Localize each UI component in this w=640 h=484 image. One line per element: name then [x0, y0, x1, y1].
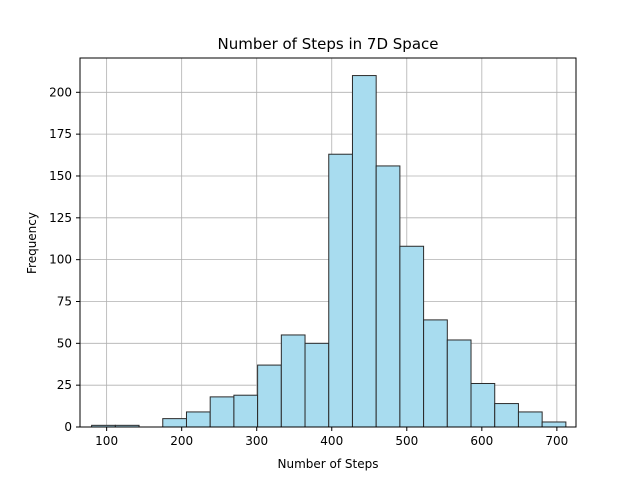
histogram-bar	[423, 319, 448, 428]
y-tick-label: 150	[49, 169, 72, 183]
x-axis-label: Number of Steps	[278, 457, 379, 471]
histogram-bar	[446, 339, 472, 428]
y-axis-ticks: 0 25 50 75 100 125 150 175 200	[49, 85, 80, 434]
x-tick-label: 300	[245, 434, 268, 448]
histogram-bar	[185, 411, 211, 428]
histogram-bar	[233, 394, 259, 428]
y-tick-label: 100	[49, 253, 72, 267]
y-tick-label: 175	[49, 127, 72, 141]
y-tick-label: 75	[57, 294, 72, 308]
histogram-bar	[162, 418, 187, 428]
x-axis-ticks: 100 200 300 400 500 600 700	[95, 427, 568, 448]
histogram-bar	[257, 364, 282, 428]
histogram-bar	[470, 382, 496, 428]
chart-title: Number of Steps in 7D Space	[217, 35, 438, 53]
histogram-bar	[494, 403, 519, 428]
x-tick-label: 400	[320, 434, 343, 448]
y-tick-label: 0	[64, 420, 72, 434]
y-axis-label: Frequency	[25, 212, 39, 274]
histogram-bar	[328, 153, 353, 428]
histogram-bar	[280, 334, 306, 428]
histogram-bars	[91, 75, 567, 428]
histogram-bar	[517, 411, 543, 428]
x-tick-label: 500	[395, 434, 418, 448]
histogram-bar	[209, 396, 235, 428]
x-tick-label: 600	[470, 434, 493, 448]
y-tick-label: 50	[57, 336, 72, 350]
y-tick-label: 125	[49, 211, 72, 225]
histogram-bar	[399, 245, 425, 428]
x-tick-label: 700	[545, 434, 568, 448]
histogram-bar	[351, 75, 377, 428]
plot-frame	[79, 57, 577, 428]
y-tick-label: 25	[57, 378, 72, 392]
histogram-bar	[304, 342, 330, 428]
x-tick-label: 200	[170, 434, 193, 448]
histogram-bar	[375, 165, 401, 428]
y-tick-label: 200	[49, 85, 72, 99]
histogram-bar	[541, 421, 567, 428]
x-tick-label: 100	[95, 434, 118, 448]
